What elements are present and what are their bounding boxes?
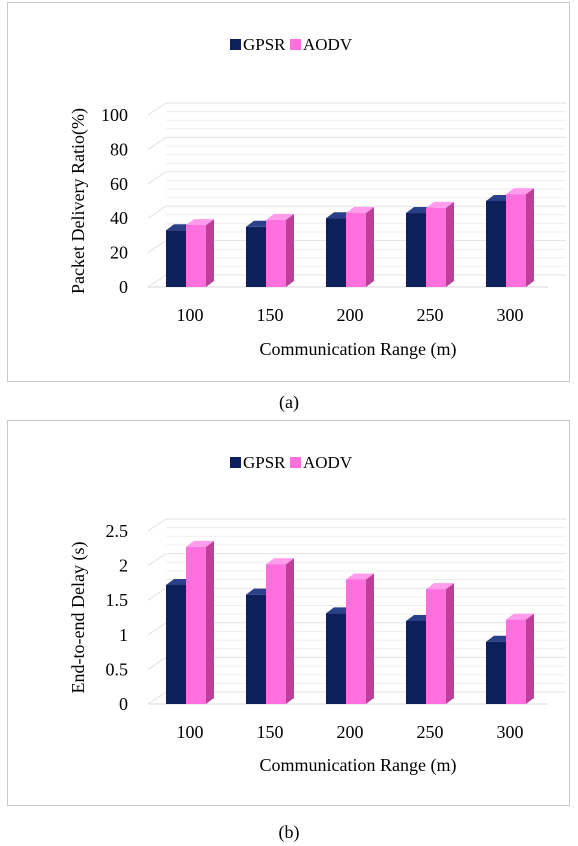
bar-aodv-150: [266, 564, 286, 704]
bar-aodv-100: [186, 546, 206, 704]
legend-swatch-gpsr: [230, 39, 241, 50]
gridline-edge-1: [147, 240, 167, 254]
x-tick-label: 250: [417, 722, 444, 742]
bar-gpsr-200: [326, 218, 346, 287]
bar-aodv-150: [266, 219, 286, 287]
chart-a: GPSR AODV 0 20 40 60 80 100 100 150 200 250 300 Commu…: [68, 35, 566, 360]
y-tick-label: 80: [110, 139, 128, 159]
y-axis-title: End-to-end Delay (s): [68, 542, 89, 694]
gridline-edge-3: [147, 587, 167, 601]
bar-aodv-250-top: [426, 201, 454, 208]
x-axis-title: Communication Range (m): [260, 339, 457, 360]
gridline-edge-2: [147, 205, 167, 219]
x-tick-label: 100: [177, 305, 204, 325]
y-tick-label: 100: [101, 105, 128, 125]
bar-gpsr-100: [166, 230, 186, 287]
chart-b: GPSR AODV 0 0.5 1 1.5 2 2.5 100 150 200 250 300 Commu…: [68, 453, 566, 776]
gridline-edge-5: [147, 518, 167, 532]
legend-swatch-gpsr: [230, 457, 241, 468]
bar-aodv-200-top: [346, 207, 374, 214]
x-tick-label: 150: [257, 305, 284, 325]
bar-gpsr-200: [326, 613, 346, 704]
bar-aodv-200: [346, 213, 366, 287]
gridline-edge-2: [147, 622, 167, 636]
bar-gpsr-150: [246, 226, 266, 287]
bar-aodv-250-top: [426, 583, 454, 590]
bar-aodv-300-side: [526, 188, 534, 287]
bar-aodv-200: [346, 579, 366, 704]
bar-aodv-300: [506, 619, 526, 704]
bar-gpsr-100: [166, 584, 186, 704]
y-tick-label: 1.5: [106, 590, 129, 610]
y-tick-label: 40: [110, 208, 128, 228]
bar-aodv-250: [426, 207, 446, 287]
gridline-edge-0: [147, 274, 167, 288]
bar-aodv-100-top: [186, 219, 214, 226]
legend-label-gpsr: GPSR: [243, 453, 286, 472]
bar-gpsr-300: [486, 201, 506, 287]
gridline-edge-4: [147, 136, 167, 150]
legend-label-aodv: AODV: [303, 35, 353, 54]
x-tick-label: 300: [497, 305, 524, 325]
bar-aodv-200-side: [366, 207, 374, 287]
gridline-edge-4: [147, 553, 167, 567]
gridline-edge-0: [147, 691, 167, 705]
y-axis-title: Packet Delivery Ratio(%): [68, 108, 89, 294]
bar-aodv-300-side: [526, 613, 534, 704]
caption-a: (a): [279, 392, 299, 412]
y-tick-label: 60: [110, 174, 128, 194]
x-tick-label: 200: [337, 722, 364, 742]
y-tick-label: 2.5: [106, 521, 129, 541]
bar-aodv-200-top: [346, 573, 374, 580]
bar-aodv-300-top: [506, 613, 534, 620]
x-tick-label: 100: [177, 722, 204, 742]
chart-panel-b: GPSR AODV 0 0.5 1 1.5 2 2.5 100 150 200 250 300 Commu…: [7, 420, 570, 806]
x-tick-label: 200: [337, 305, 364, 325]
bar-aodv-150-top: [266, 558, 294, 565]
bar-aodv-100: [186, 225, 206, 287]
bar-aodv-200-side: [366, 573, 374, 704]
y-tick-label: 0: [119, 694, 128, 714]
bar-aodv-100-side: [206, 219, 214, 287]
bar-aodv-100-top: [186, 540, 214, 547]
legend-swatch-aodv: [290, 457, 301, 468]
chart-panel-a: GPSR AODV 0 20 40 60 80 100 100 150 200 250 300 Commu…: [7, 2, 570, 382]
caption-b: (b): [278, 822, 300, 842]
bar-gpsr-300: [486, 641, 506, 704]
bar-gpsr-250: [406, 620, 426, 704]
y-tick-label: 0.5: [106, 659, 129, 679]
legend-label-gpsr: GPSR: [243, 35, 286, 54]
y-tick-label: 2: [119, 556, 128, 576]
bar-gpsr-250: [406, 213, 426, 287]
gridline-edge-1: [147, 656, 167, 670]
bar-gpsr-150: [246, 594, 266, 704]
legend-swatch-aodv: [290, 39, 301, 50]
legend-label-aodv: AODV: [303, 453, 353, 472]
bar-aodv-250: [426, 589, 446, 704]
bar-aodv-150-side: [286, 213, 294, 287]
bar-aodv-300: [506, 194, 526, 287]
y-tick-label: 20: [110, 243, 128, 263]
bar-aodv-250-side: [446, 201, 454, 287]
bar-aodv-300-top: [506, 188, 534, 195]
x-axis-title: Communication Range (m): [260, 755, 457, 776]
y-tick-label: 1: [119, 625, 128, 645]
gridline-edge-5: [147, 102, 167, 116]
gridline-edge-3: [147, 171, 167, 185]
y-tick-label: 0: [119, 277, 128, 297]
bar-aodv-250-side: [446, 583, 454, 704]
bar-aodv-150-side: [286, 558, 294, 704]
x-tick-label: 250: [417, 305, 444, 325]
x-tick-label: 150: [257, 722, 284, 742]
x-tick-label: 300: [497, 722, 524, 742]
bar-aodv-150-top: [266, 213, 294, 220]
bar-aodv-100-side: [206, 540, 214, 704]
